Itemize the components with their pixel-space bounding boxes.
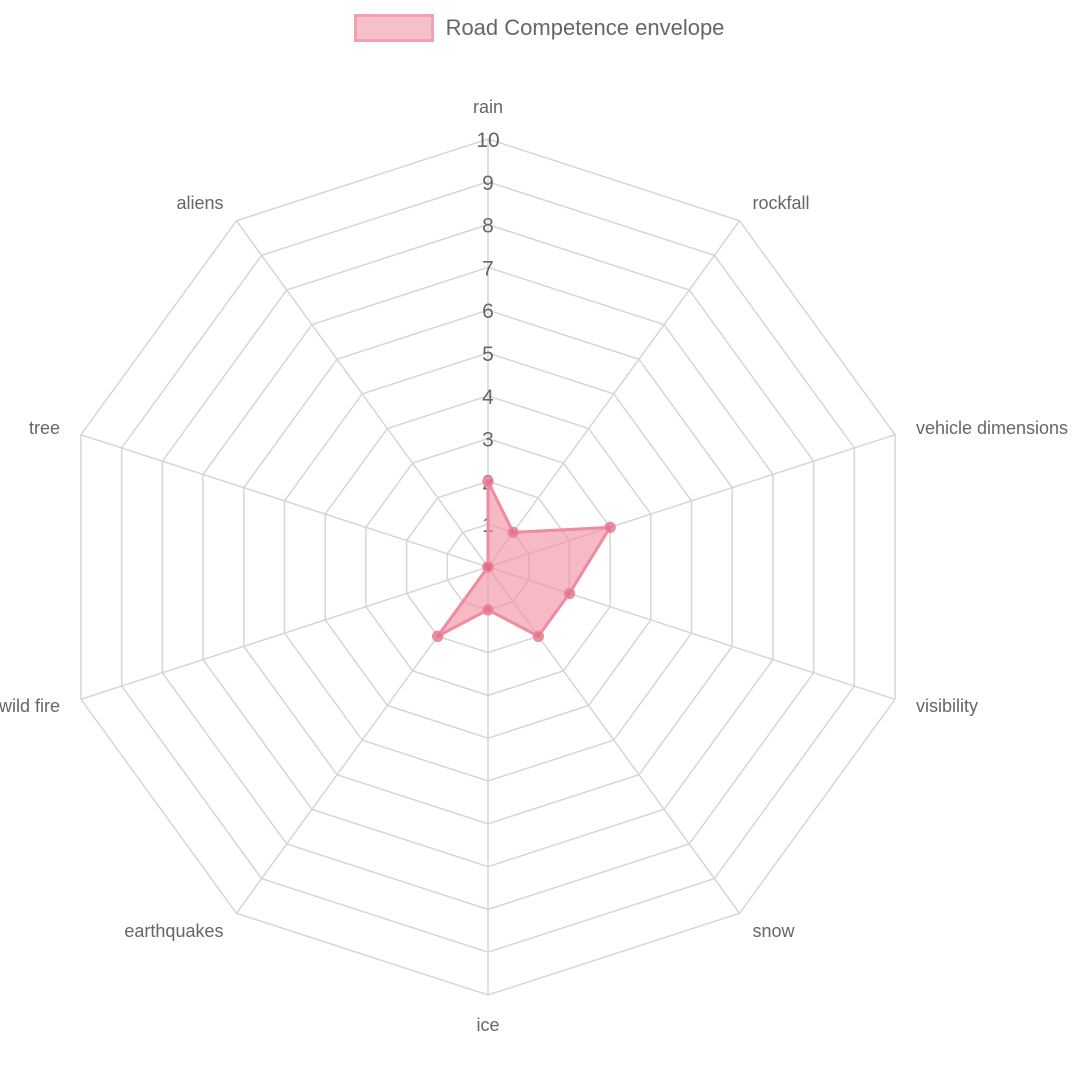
axis-label: snow [753,921,796,941]
chart-legend[interactable]: Road Competence envelope [0,8,1078,48]
data-point [482,561,494,573]
data-point [532,630,545,643]
axis-label: aliens [176,193,223,213]
tick-label: 3 [482,429,494,452]
data-point [431,630,444,643]
data-point [563,587,576,600]
data-point [604,521,616,534]
axis-label: earthquakes [124,921,223,941]
angle-line [235,220,489,568]
axis-label: wild fire [0,696,60,716]
axis-label: tree [29,418,60,438]
tick-label: 9 [482,172,494,195]
legend-swatch [353,14,434,42]
axis-label: rockfall [753,193,810,213]
tick-label: 4 [482,386,494,409]
axis-label: visibility [916,696,978,716]
angle-line [487,220,741,568]
angle-line [80,566,489,700]
data-point [507,526,519,539]
axis-label: rain [473,97,503,117]
tick-label: 5 [482,343,494,366]
data-point [482,604,494,616]
legend-label: Road Competence envelope [445,15,725,40]
data-point [482,475,494,488]
tick-label: 6 [482,300,494,323]
tick-label: 8 [482,215,494,238]
angle-line [80,434,489,568]
tick-label: 10 [476,129,499,152]
axis-labels: rain rockfall vehicle dimensions visibility… [0,97,1068,1035]
axis-label: vehicle dimensions [916,418,1068,438]
series [431,475,616,643]
tick-label: 7 [482,257,494,280]
axis-label: ice [476,1015,499,1035]
